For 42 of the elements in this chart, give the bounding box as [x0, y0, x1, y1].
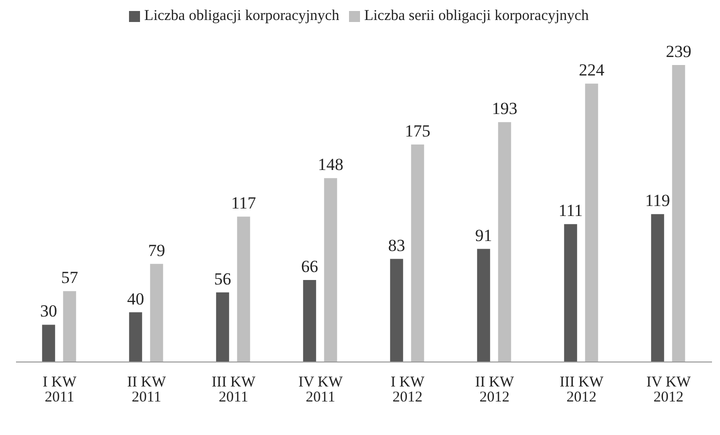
- legend-label: Liczba serii obligacji korporacyjnych: [364, 8, 589, 24]
- x-tick-label: III KW 2011: [212, 374, 256, 406]
- data-label: 57: [61, 268, 79, 288]
- data-label: 148: [318, 155, 344, 174]
- data-label: 91: [475, 226, 492, 245]
- data-label: 83: [388, 236, 406, 255]
- x-tick-label: IV KW 2011: [298, 374, 344, 406]
- data-label: 117: [231, 194, 257, 213]
- bar: [303, 280, 316, 362]
- bar: [411, 144, 424, 362]
- data-label: 79: [148, 240, 166, 260]
- data-label: 224: [578, 60, 605, 80]
- x-tick-label: II KW 2012: [475, 374, 515, 406]
- data-label: 66: [301, 256, 318, 276]
- x-tick-label: II KW 2011: [127, 374, 167, 406]
- data-label: 40: [127, 289, 144, 308]
- bar: [42, 324, 56, 362]
- bar: [150, 264, 164, 362]
- x-tick-label: IV KW 2012: [646, 374, 692, 406]
- bar: [324, 178, 338, 362]
- data-label: 111: [558, 201, 583, 220]
- bar: [564, 224, 578, 362]
- bar: [498, 122, 512, 362]
- data-label: 30: [40, 302, 58, 321]
- x-tick-label: I KW 2011: [42, 374, 78, 406]
- x-tick-label: I KW 2012: [390, 374, 426, 406]
- legend-label: Liczba obligacji korporacyjnych: [144, 8, 340, 24]
- bar: [390, 258, 404, 362]
- data-label: 193: [492, 99, 518, 118]
- x-tick-label: III KW 2012: [560, 374, 604, 406]
- data-label: 119: [645, 191, 670, 210]
- bar: [216, 292, 230, 362]
- data-label: 239: [666, 42, 692, 61]
- bar: [237, 216, 250, 362]
- bar: [129, 312, 142, 362]
- data-label: 56: [214, 269, 232, 288]
- bar: [585, 84, 598, 362]
- bar: [63, 291, 76, 362]
- bar: [672, 65, 686, 362]
- data-label: 175: [404, 122, 430, 141]
- bar: [477, 248, 490, 362]
- bar: [651, 214, 664, 362]
